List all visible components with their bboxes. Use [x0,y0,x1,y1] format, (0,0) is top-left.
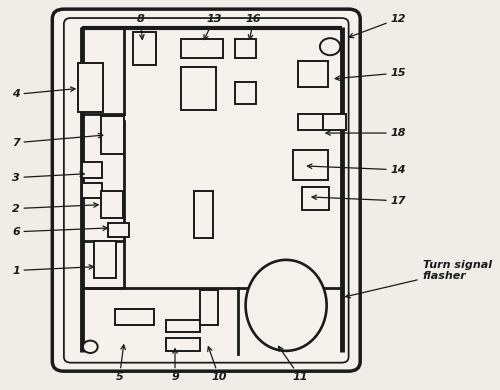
Text: 9: 9 [171,349,179,382]
Bar [323,114,346,130]
FancyBboxPatch shape [52,9,360,371]
Text: 11: 11 [278,346,308,382]
Ellipse shape [246,260,326,351]
Bar [194,191,213,238]
Bar [94,241,116,278]
Bar [82,162,102,177]
Bar [181,39,222,58]
Bar [115,309,154,325]
Bar [181,67,216,110]
Text: Turn signal
flasher: Turn signal flasher [346,260,492,298]
Bar [298,61,328,87]
Bar [235,39,256,58]
Text: 1: 1 [12,265,94,275]
Text: 12: 12 [349,14,406,38]
Text: 2: 2 [12,203,98,214]
Text: 3: 3 [12,172,85,183]
Text: 18: 18 [326,128,406,138]
Bar [298,114,323,130]
Bar [302,187,329,211]
Bar [200,290,218,325]
Text: 15: 15 [335,68,406,80]
Circle shape [320,38,340,55]
Bar [166,338,200,351]
Text: 16: 16 [246,14,262,39]
Bar [166,320,200,332]
Text: 7: 7 [12,133,103,148]
Text: 14: 14 [308,164,406,175]
Bar [101,115,124,154]
Bar [82,183,102,198]
Text: 10: 10 [208,347,227,382]
Text: 8: 8 [136,14,144,39]
Bar [101,191,123,218]
Text: 6: 6 [12,226,108,237]
Text: 17: 17 [312,195,406,206]
Text: 4: 4 [12,87,75,99]
Bar [78,63,103,112]
Bar [108,223,128,237]
Bar [235,82,256,104]
Text: 13: 13 [204,14,222,39]
Bar [134,32,156,65]
Circle shape [83,340,98,353]
Text: 5: 5 [116,345,126,382]
Bar [293,151,328,179]
